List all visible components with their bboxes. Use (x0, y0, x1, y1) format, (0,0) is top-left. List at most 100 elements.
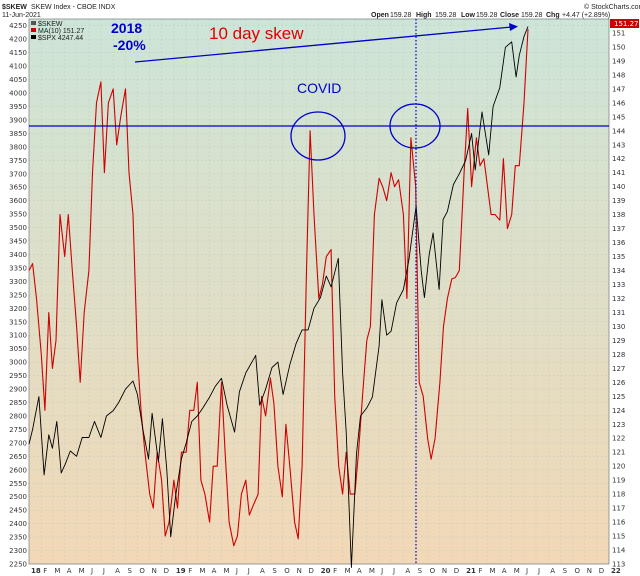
left-tick-label: 3200 (9, 305, 27, 313)
left-tick-label: 3850 (9, 130, 27, 138)
x-tick-label: M (79, 567, 85, 575)
left-tick-label: 2650 (9, 453, 27, 461)
left-tick-label: 2450 (9, 507, 27, 515)
left-tick-label: 3400 (9, 251, 27, 259)
left-tick-label: 3900 (9, 116, 27, 124)
series-line-skew-ma (28, 29, 529, 547)
right-tick-label: 113 (612, 561, 625, 569)
header-low-label: Low (461, 12, 476, 19)
left-tick-label: 2850 (9, 399, 27, 407)
left-tick-label: 3050 (9, 345, 27, 353)
left-tick-label: 3450 (9, 238, 27, 246)
trend-arrow-line (134, 26, 513, 63)
x-tick-label: O (139, 567, 145, 575)
x-tick-label: S (127, 567, 132, 575)
left-tick-label: 3600 (9, 197, 27, 205)
right-tick-label: 142 (612, 155, 625, 163)
right-tick-label: 123 (612, 421, 625, 429)
left-tick-label: 4200 (9, 36, 27, 44)
left-axis: 2250 2300 2350 2400 2450 2500 2550 2600 2650 2700… (9, 22, 27, 568)
left-tick-label: 3550 (9, 211, 27, 219)
x-tick-label: N (152, 567, 157, 575)
x-tick-label: M (199, 567, 205, 575)
x-tick-label: 19 (176, 567, 186, 575)
right-tick-label: 130 (612, 323, 625, 331)
right-tick-label: 144 (612, 127, 626, 135)
right-tick-label: 139 (612, 197, 625, 205)
label-10-day-skew: 10 day skew (209, 24, 304, 43)
x-tick-label: A (212, 567, 217, 575)
right-tick-label: 136 (612, 239, 626, 247)
x-tick-label: J (380, 567, 383, 575)
left-tick-label: 2400 (9, 520, 27, 528)
right-tick-label: 119 (612, 477, 625, 485)
legend-swatch-skew (31, 21, 36, 25)
right-tick-label: 151 (612, 29, 625, 37)
legend-ma: MA(10) 151.27 (38, 28, 84, 35)
left-tick-label: 3100 (9, 332, 27, 340)
x-tick-label: M (54, 567, 60, 575)
legend-spx: $SPX 4247.44 (38, 35, 83, 42)
header-open-label: Open (371, 12, 389, 19)
legend-swatch-spx (31, 35, 36, 39)
x-tick-label: J (392, 567, 395, 575)
right-tick-label: 117 (612, 505, 625, 513)
right-tick-label: 114 (612, 547, 626, 555)
left-tick-label: 2700 (9, 439, 27, 447)
x-tick-label: J (537, 567, 540, 575)
x-tick-label: J (247, 567, 250, 575)
price-tag: 151.27 (614, 20, 639, 28)
header-high-label: High (416, 12, 432, 19)
left-tick-label: 2750 (9, 426, 27, 434)
series-line-spx (28, 26, 529, 568)
annotations: 2018 -20% 10 day skew COVID (29, 19, 609, 564)
x-tick-label: N (297, 567, 302, 575)
right-tick-label: 115 (612, 533, 625, 541)
right-tick-label: 120 (612, 463, 625, 471)
right-tick-label: 125 (612, 393, 625, 401)
right-tick-label: 132 (612, 295, 625, 303)
left-tick-label: 2900 (9, 386, 27, 394)
left-tick-label: 2550 (9, 480, 27, 488)
left-tick-label: 3750 (9, 157, 27, 165)
right-tick-label: 127 (612, 365, 625, 373)
left-tick-label: 2800 (9, 412, 27, 420)
x-tick-label: J (90, 567, 93, 575)
x-tick-label: 20 (321, 567, 331, 575)
x-tick-label: D (599, 567, 604, 575)
right-tick-label: 129 (612, 337, 625, 345)
right-tick-label: 147 (612, 85, 625, 93)
x-tick-label: F (478, 567, 482, 575)
left-tick-label: 3350 (9, 264, 27, 272)
right-tick-label: 133 (612, 281, 625, 289)
right-tick-label: 148 (612, 71, 625, 79)
left-tick-label: 2250 (9, 561, 27, 569)
header-chg: +4.47 (+2.89%) (562, 12, 610, 19)
left-tick-label: 2950 (9, 372, 27, 380)
x-tick-label: S (563, 567, 568, 575)
x-tick-label: D (308, 567, 313, 575)
label-covid: COVID (297, 80, 341, 96)
left-tick-label: 2500 (9, 493, 27, 501)
left-tick-label: 3950 (9, 103, 27, 111)
header-chg-label: Chg (546, 12, 560, 19)
series-group (28, 26, 529, 568)
right-tick-label: 126 (612, 379, 626, 387)
left-tick-label: 3000 (9, 359, 27, 367)
right-tick-label: 140 (612, 183, 625, 191)
left-tick-label: 4150 (9, 49, 27, 57)
x-tick-label: A (67, 567, 72, 575)
right-tick-label: 128 (612, 351, 625, 359)
header-close-label: Close (500, 12, 519, 19)
header-date: 11-Jun-2021 (2, 12, 41, 19)
legend-skew: $SKEW (38, 21, 63, 28)
x-tick-label: M (490, 567, 496, 575)
left-tick-label: 3300 (9, 278, 27, 286)
x-tick-label: A (357, 567, 362, 575)
x-tick-label: S (272, 567, 277, 575)
x-tick-label: D (164, 567, 169, 575)
watermark: © StockCharts.com (584, 3, 640, 11)
left-tick-label: 2350 (9, 534, 27, 542)
right-tick-label: 137 (612, 225, 625, 233)
left-tick-label: 3800 (9, 143, 27, 151)
